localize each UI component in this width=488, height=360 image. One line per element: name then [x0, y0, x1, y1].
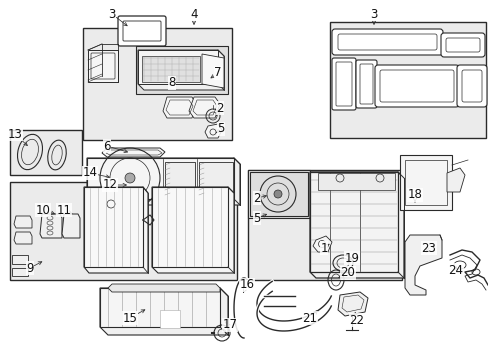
Bar [247, 170, 401, 280]
Polygon shape [138, 50, 224, 90]
Text: 2: 2 [253, 192, 266, 204]
Polygon shape [163, 97, 196, 118]
Bar [83, 28, 231, 140]
Polygon shape [102, 199, 120, 208]
Polygon shape [309, 172, 403, 278]
Text: 10: 10 [36, 203, 55, 216]
Polygon shape [84, 187, 142, 267]
Text: 4: 4 [190, 8, 197, 24]
Text: 8: 8 [168, 77, 175, 90]
Text: 9: 9 [26, 261, 41, 274]
FancyBboxPatch shape [374, 65, 458, 107]
Polygon shape [337, 292, 367, 316]
Text: 18: 18 [407, 189, 422, 202]
Bar [249, 172, 307, 216]
Polygon shape [88, 50, 118, 82]
Polygon shape [199, 162, 232, 196]
Polygon shape [100, 288, 227, 335]
Ellipse shape [125, 173, 135, 183]
Polygon shape [446, 168, 464, 192]
Text: 15: 15 [122, 310, 144, 324]
Polygon shape [100, 288, 220, 327]
Polygon shape [309, 172, 397, 272]
Polygon shape [152, 187, 227, 267]
Text: 12: 12 [102, 179, 126, 192]
Text: 24: 24 [447, 264, 463, 276]
Text: 16: 16 [239, 279, 254, 292]
Bar [399, 155, 451, 210]
Polygon shape [204, 124, 222, 138]
Bar [142, 56, 200, 82]
Text: 1: 1 [320, 242, 328, 255]
Text: 3: 3 [369, 8, 377, 24]
Bar [404, 160, 446, 205]
Polygon shape [40, 214, 62, 238]
Polygon shape [84, 187, 148, 273]
Ellipse shape [273, 190, 282, 198]
Polygon shape [12, 255, 28, 264]
Text: 14: 14 [82, 166, 109, 180]
Text: 6: 6 [103, 139, 127, 153]
Text: 19: 19 [344, 252, 359, 265]
Text: 3: 3 [108, 8, 127, 26]
Text: 5: 5 [216, 122, 224, 135]
Bar [329, 22, 485, 138]
Polygon shape [202, 54, 224, 88]
Text: 11: 11 [57, 203, 72, 216]
Polygon shape [87, 158, 240, 205]
Polygon shape [14, 216, 32, 228]
Polygon shape [164, 162, 195, 196]
Polygon shape [12, 268, 28, 276]
Polygon shape [108, 284, 220, 292]
FancyBboxPatch shape [118, 16, 165, 46]
Polygon shape [152, 187, 234, 273]
Text: 22: 22 [349, 313, 364, 327]
Bar [247, 170, 309, 218]
Bar [10, 182, 237, 280]
Polygon shape [14, 232, 32, 244]
FancyBboxPatch shape [440, 33, 484, 57]
Text: 13: 13 [7, 127, 27, 145]
FancyBboxPatch shape [355, 60, 376, 108]
Text: 7: 7 [210, 67, 221, 80]
Text: 17: 17 [222, 319, 237, 332]
Polygon shape [317, 173, 394, 190]
Text: 21: 21 [302, 311, 317, 324]
Polygon shape [312, 236, 331, 252]
Polygon shape [189, 97, 220, 118]
FancyBboxPatch shape [456, 65, 486, 107]
FancyBboxPatch shape [331, 29, 442, 55]
Bar [136, 46, 227, 94]
FancyBboxPatch shape [331, 58, 355, 110]
Text: 5: 5 [253, 211, 266, 225]
Polygon shape [404, 235, 441, 295]
Polygon shape [62, 214, 80, 238]
Text: 2: 2 [216, 102, 224, 116]
Text: 20: 20 [338, 266, 355, 279]
Polygon shape [102, 148, 164, 157]
Polygon shape [138, 50, 218, 84]
Polygon shape [87, 158, 234, 199]
Polygon shape [160, 310, 180, 328]
Text: 23: 23 [421, 242, 436, 255]
Bar [10, 130, 82, 175]
